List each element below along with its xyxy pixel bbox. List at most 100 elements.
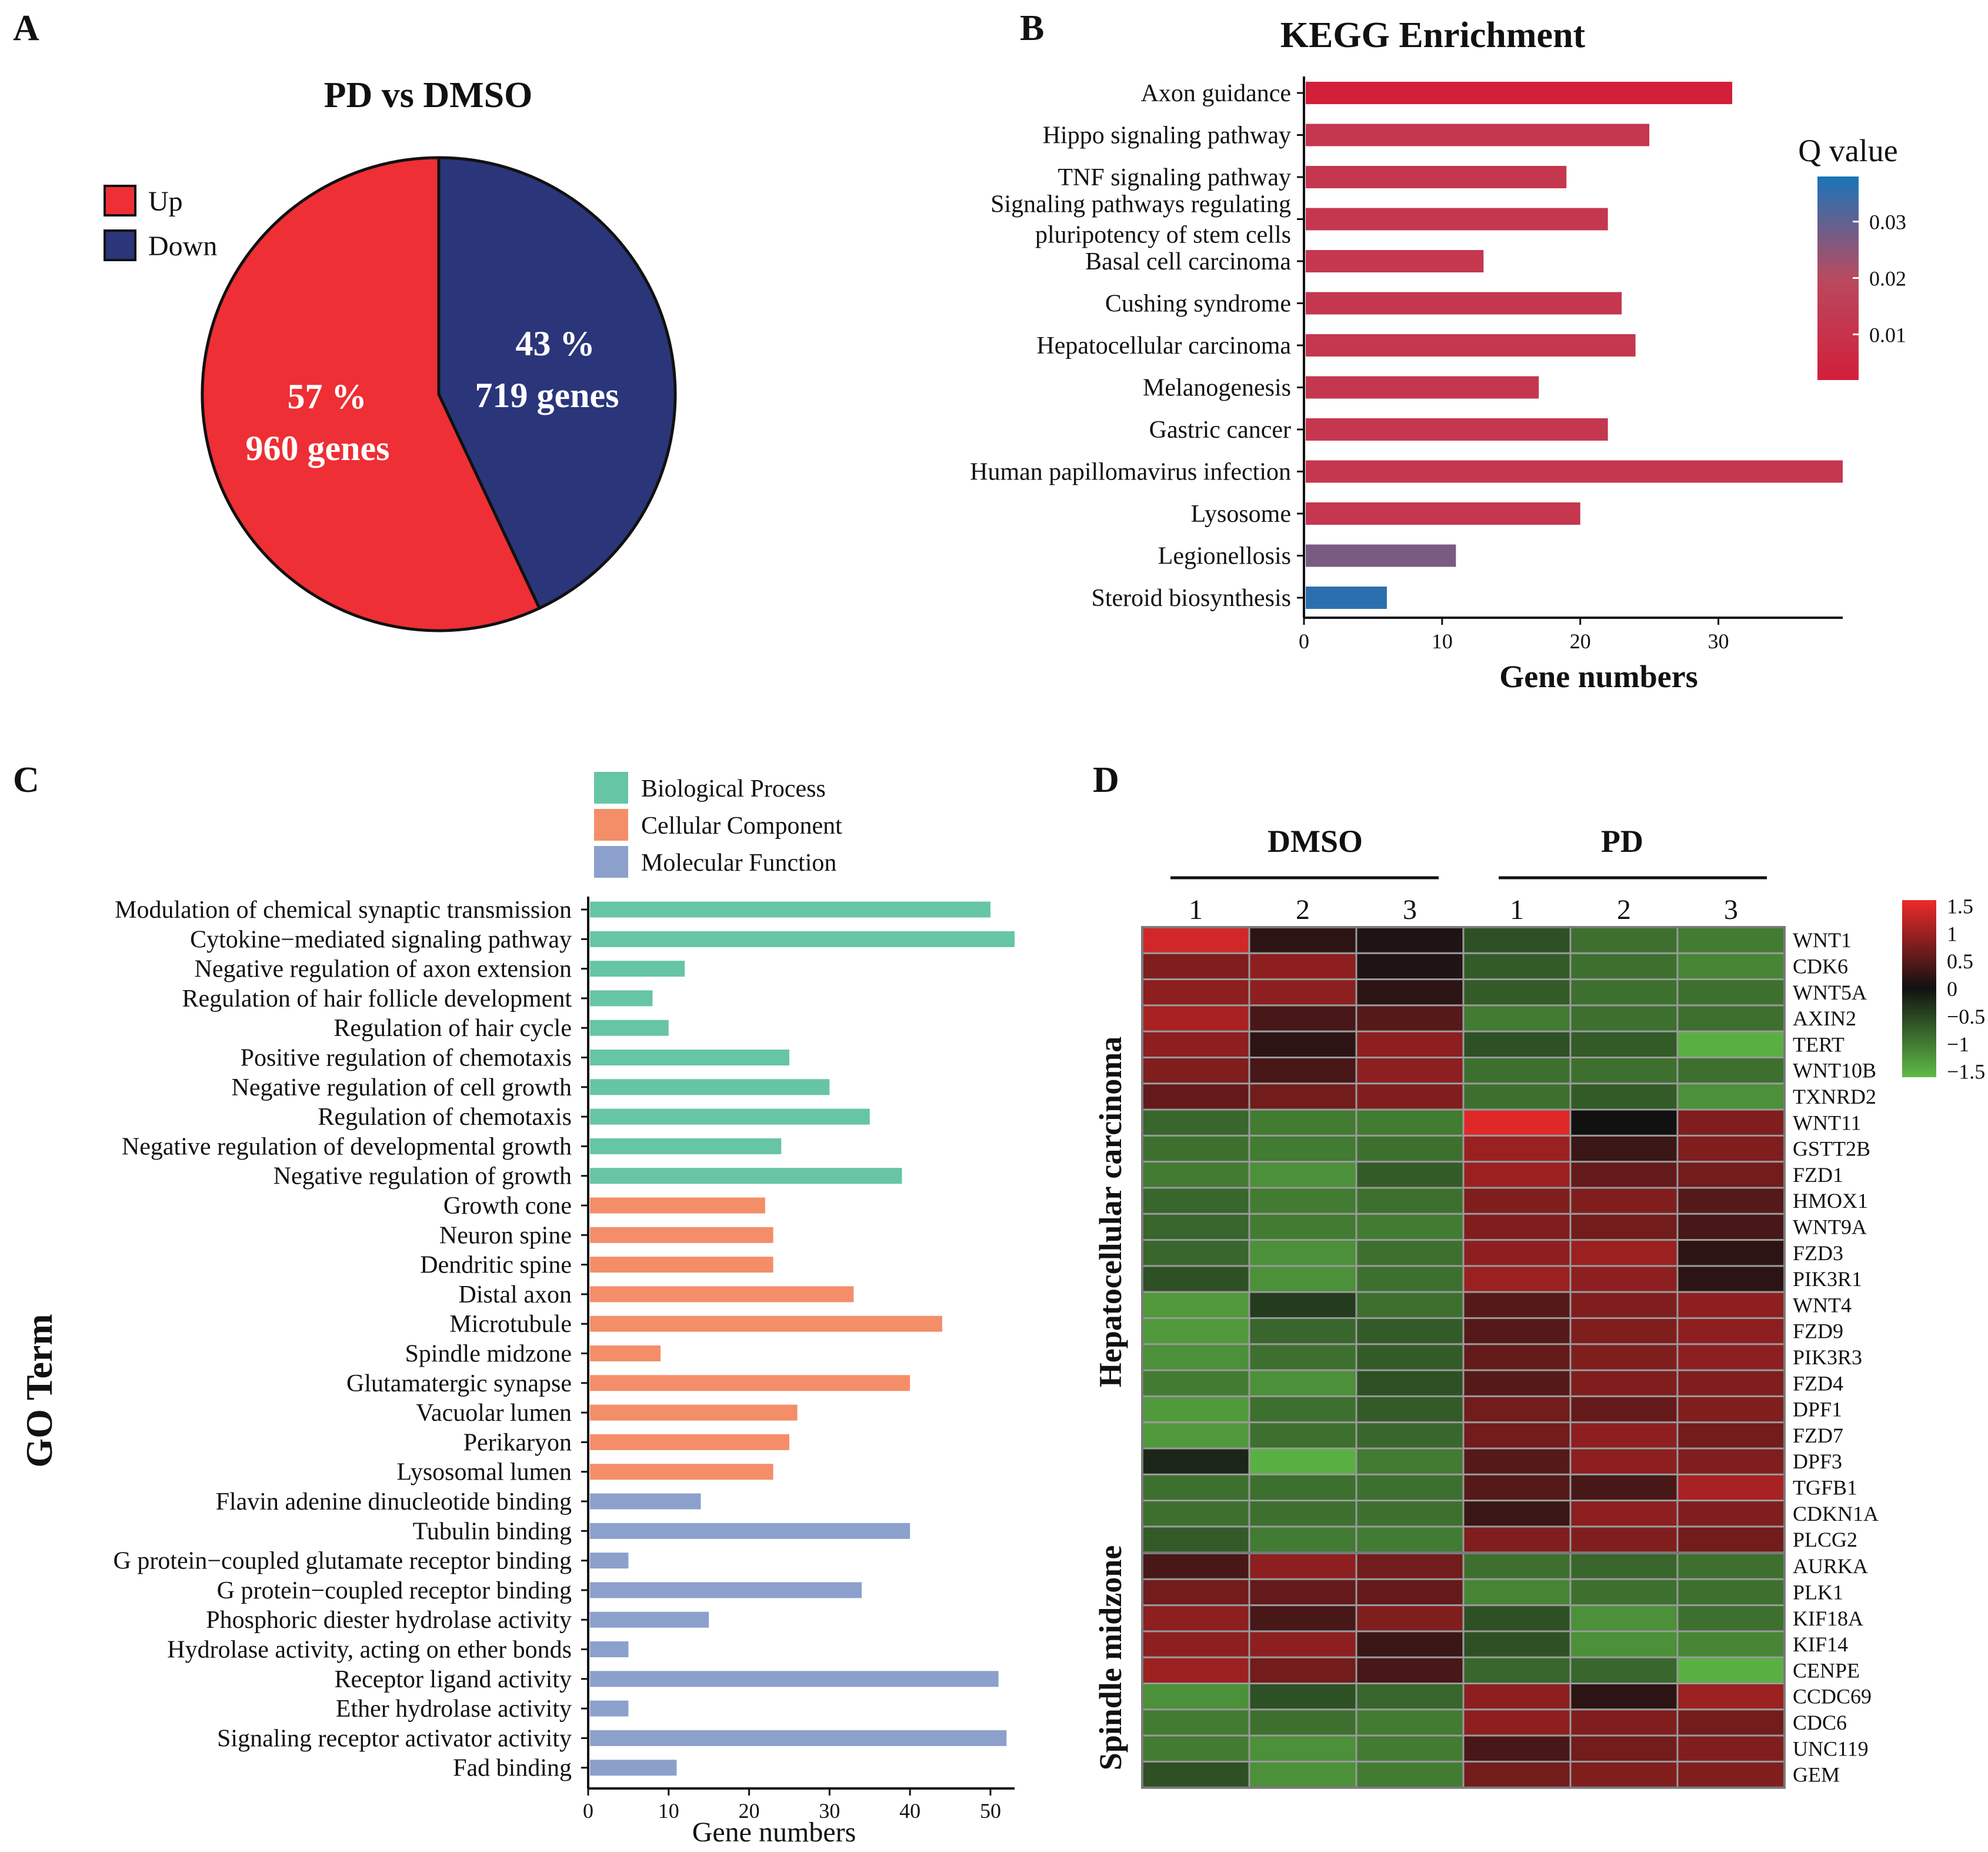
heatmap-colorbar-segment xyxy=(1902,1056,1936,1060)
row-label-wnt10b: WNT10B xyxy=(1793,1059,1876,1082)
x-tick-label-40: 40 xyxy=(899,1799,920,1823)
heatmap-colorbar-segment xyxy=(1902,947,1936,951)
row-label-cdc6: CDC6 xyxy=(1793,1711,1847,1734)
heatmap-colorbar-segment xyxy=(1902,985,1936,989)
cell-unc119-dmso-3 xyxy=(1355,1734,1465,1763)
y-label-modulation-of-chemical-synaptic-transmission: Modulation of chemical synaptic transmis… xyxy=(115,897,572,924)
row-label-plk1: PLK1 xyxy=(1793,1580,1843,1604)
heatmap-colorbar-segment xyxy=(1902,1071,1936,1074)
colorbar-segment xyxy=(1817,335,1859,339)
cell-fzd3-pd-1 xyxy=(1462,1239,1572,1267)
cell-kif14-dmso-2 xyxy=(1248,1630,1357,1658)
colorbar-segment xyxy=(1817,339,1859,343)
panel-a-pie-chart: A PD vs DMSO Up Down 57 % 960 genes 43 %… xyxy=(13,8,677,632)
bar-negative-regulation-of-cell-growth xyxy=(590,1079,830,1095)
y-label-dendritic-spine: Dendritic spine xyxy=(420,1252,572,1279)
cell-wnt4-dmso-1 xyxy=(1141,1291,1250,1319)
cell-kif18a-pd-2 xyxy=(1569,1604,1679,1633)
bar-cytokine-mediated-signaling-pathway xyxy=(590,931,1015,947)
cell-cenpe-pd-1 xyxy=(1462,1656,1572,1684)
row-label-plcg2: PLCG2 xyxy=(1793,1528,1857,1551)
y-label-negative-regulation-of-axon-extension: Negative regulation of axon extension xyxy=(195,956,572,983)
heatmap-colorbar-segment xyxy=(1902,962,1936,965)
colorbar-segment xyxy=(1817,264,1859,269)
kegg-colorbar: Q value 0.01 0.02 0.03 xyxy=(1798,133,1906,380)
cell-cdk6-pd-2 xyxy=(1569,952,1679,981)
bar-receptor-ligand-activity xyxy=(590,1671,999,1687)
heatmap-colorbar-segment xyxy=(1902,1035,1936,1039)
heatmap-colorbar-segment xyxy=(1902,1006,1936,1010)
bar-vacuolar-lumen xyxy=(590,1404,798,1421)
colorbar-segment xyxy=(1817,254,1859,258)
cell-axin2-dmso-1 xyxy=(1141,1004,1250,1032)
cell-kif18a-pd-3 xyxy=(1676,1604,1786,1633)
row-label-gem: GEM xyxy=(1793,1763,1840,1787)
cell-wnt5a-pd-2 xyxy=(1569,978,1679,1007)
cell-gstt2b-pd-2 xyxy=(1569,1134,1679,1163)
cell-wnt9a-pd-3 xyxy=(1676,1213,1786,1241)
cell-wnt11-dmso-1 xyxy=(1141,1108,1250,1137)
heatmap-colorbar-segment xyxy=(1902,991,1936,995)
heatmap-colorbar-segment xyxy=(1902,1021,1936,1024)
cell-cdc6-dmso-2 xyxy=(1248,1708,1357,1737)
y-label-glutamatergic-synapse: Glutamatergic synapse xyxy=(346,1370,572,1397)
cell-fzd3-pd-3 xyxy=(1676,1239,1786,1267)
bar-steroid-biosynthesis xyxy=(1306,587,1387,609)
cell-cenpe-dmso-3 xyxy=(1355,1656,1465,1684)
row-label-tgfb1: TGFB1 xyxy=(1793,1475,1857,1499)
heatmap-colorbar-segment xyxy=(1902,1065,1936,1068)
colorbar-segment xyxy=(1817,328,1859,333)
cell-txnrd2-pd-3 xyxy=(1676,1082,1786,1111)
heatmap-colorbar-segment xyxy=(1902,941,1936,945)
y-label-regulation-of-chemotaxis: Regulation of chemotaxis xyxy=(318,1104,572,1131)
cell-wnt1-pd-3 xyxy=(1676,926,1786,954)
legend-swatch-bp xyxy=(594,772,628,804)
y-label-flavin-adenine-dinucleotide-binding: Flavin adenine dinucleotide binding xyxy=(216,1488,572,1515)
pie-slice-up xyxy=(201,156,542,632)
y-label-g-protein-coupled-glutamate-receptor-binding: G protein−coupled glutamate receptor bin… xyxy=(114,1548,572,1575)
colorbar-segment xyxy=(1817,200,1859,204)
x-tick-label-30: 30 xyxy=(819,1799,840,1823)
heatmap-colorbar-segment xyxy=(1902,924,1936,927)
heatmap-colorbar-segment xyxy=(1902,965,1936,968)
cell-txnrd2-dmso-1 xyxy=(1141,1082,1250,1111)
cell-ccdc69-dmso-3 xyxy=(1355,1683,1465,1711)
y-label-cushing-syndrome: Cushing syndrome xyxy=(1105,291,1291,318)
bar-growth-cone xyxy=(590,1197,765,1214)
condition-label-dmso: DMSO xyxy=(1267,824,1363,859)
bar-lysosomal-lumen xyxy=(590,1464,773,1480)
row-label-fzd9: FZD9 xyxy=(1793,1320,1843,1343)
heatmap-colorbar-segment xyxy=(1902,1027,1936,1030)
y-label-gastric-cancer: Gastric cancer xyxy=(1149,417,1291,444)
colorbar-segment xyxy=(1817,206,1859,211)
cell-tgfb1-pd-3 xyxy=(1676,1473,1786,1502)
cell-wnt9a-dmso-2 xyxy=(1248,1213,1357,1241)
panel-c-go-chart: C Biological Process Cellular Component … xyxy=(13,760,1015,1848)
cell-dpf1-pd-3 xyxy=(1676,1395,1786,1424)
bar-signaling-receptor-activator-activity xyxy=(590,1730,1007,1746)
cell-aurka-pd-1 xyxy=(1462,1552,1572,1580)
y-label-negative-regulation-of-growth: Negative regulation of growth xyxy=(273,1163,572,1190)
colorbar-segment xyxy=(1817,369,1859,374)
heatmap-colorbar-segment xyxy=(1902,903,1936,907)
cell-gem-pd-1 xyxy=(1462,1760,1572,1789)
bar-modulation-of-chemical-synaptic-transmission xyxy=(590,901,990,918)
bar-regulation-of-hair-follicle-development xyxy=(590,990,653,1007)
x-tick-label-10: 10 xyxy=(658,1799,679,1823)
bar-microtubule xyxy=(590,1315,942,1332)
cell-tert-dmso-1 xyxy=(1141,1030,1250,1058)
cell-cenpe-dmso-2 xyxy=(1248,1656,1357,1684)
bar-dendritic-spine xyxy=(590,1257,773,1273)
y-label-tnf-signaling-pathway: TNF signaling pathway xyxy=(1058,164,1291,191)
colorbar-segment xyxy=(1817,291,1859,296)
cell-plcg2-pd-2 xyxy=(1569,1525,1679,1554)
y-label-signaling-pathways-regulating-pluripotency-of-stem-cells-line-1: Signaling pathways regulating xyxy=(990,191,1291,218)
y-label-lysosome: Lysosome xyxy=(1191,501,1291,528)
bar-basal-cell-carcinoma xyxy=(1306,250,1484,272)
row-label-wnt4: WNT4 xyxy=(1793,1293,1852,1317)
colorbar-segment xyxy=(1817,278,1859,282)
bar-distal-axon xyxy=(590,1286,854,1303)
heatmap-colorbar-segment xyxy=(1902,1041,1936,1045)
cell-fzd7-pd-1 xyxy=(1462,1421,1572,1450)
colorbar-segment xyxy=(1817,227,1859,231)
